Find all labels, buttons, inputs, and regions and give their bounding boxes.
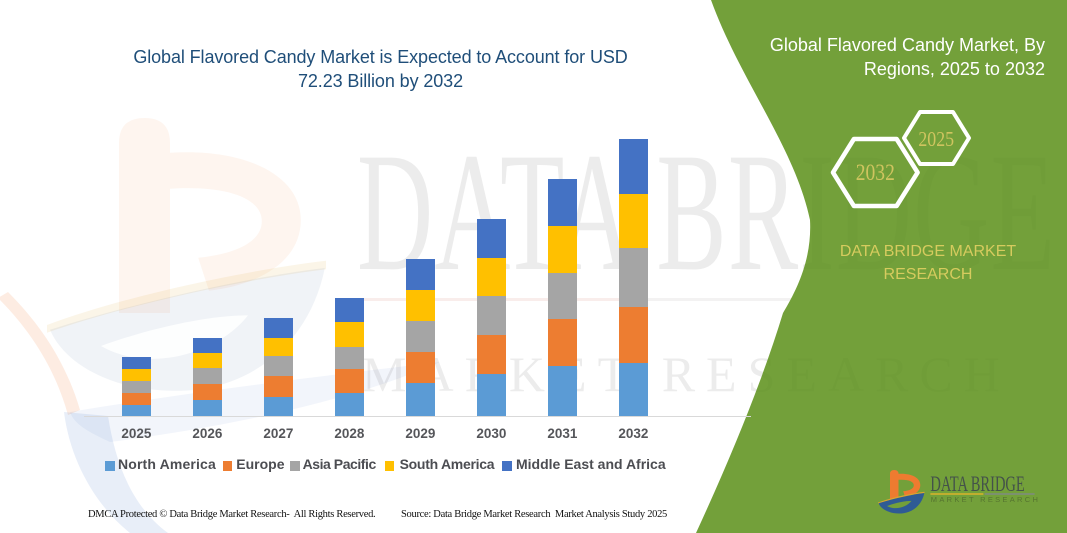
svg-text:MARKET RESEARCH: MARKET RESEARCH xyxy=(931,495,1040,504)
svg-text:DATA BRIDGE: DATA BRIDGE xyxy=(930,472,1024,497)
svg-text:2025: 2025 xyxy=(918,129,954,152)
svg-text:2032: 2032 xyxy=(856,160,895,186)
